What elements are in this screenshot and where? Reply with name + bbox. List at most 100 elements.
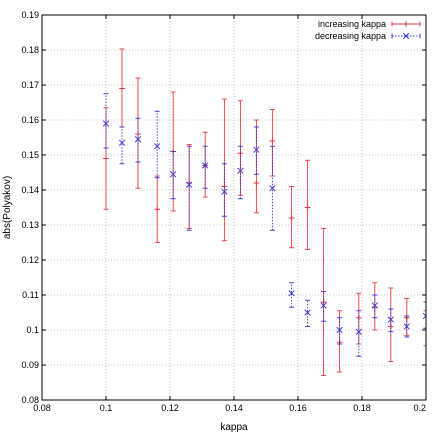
marker-x-b (154, 143, 161, 150)
marker-x-b (170, 171, 177, 178)
error-bar (253, 119, 259, 214)
error-bar (186, 145, 192, 231)
error-bar (372, 294, 378, 319)
y-tick-label: 0.1 (26, 325, 39, 335)
error-bar (170, 151, 176, 200)
error-bar (119, 126, 125, 165)
marker-x-b (403, 323, 410, 330)
marker-x-b (355, 328, 362, 335)
y-tick-label: 0.17 (21, 80, 39, 90)
marker-x-b (202, 162, 209, 169)
data-point-marker (269, 138, 276, 144)
marker-x-b (288, 290, 295, 297)
x-tick-label: 0.1 (100, 403, 113, 413)
data-point-marker (118, 139, 126, 146)
x-axis-title: kappa (220, 422, 248, 433)
marker-x-b (102, 120, 110, 127)
error-bar (253, 126, 259, 175)
data-point-marker (288, 215, 295, 221)
x-tick-label: 0.12 (161, 403, 179, 413)
marker-x-b (422, 315, 426, 320)
x-tick-label: 0.2 (413, 403, 426, 413)
data-point-marker (170, 171, 177, 178)
marker-x-b (253, 146, 260, 153)
marker-x-a (422, 312, 426, 317)
x-tick-label: 0.14 (225, 403, 243, 413)
data-point-marker (355, 328, 362, 335)
data-point-marker (253, 180, 260, 186)
y-tick-label: 0.09 (21, 360, 39, 370)
error-bar (135, 117, 141, 163)
legend-label-increasing-kappa: increasing kappa (318, 19, 386, 29)
data-point-marker (202, 162, 209, 169)
data-point-marker (320, 302, 327, 309)
error-bar (388, 308, 394, 333)
marker-x-b (336, 326, 343, 334)
marker-x-b (269, 185, 276, 192)
y-tick-label: 0.13 (21, 220, 39, 230)
error-bar (237, 145, 243, 200)
data-point-marker (304, 309, 311, 316)
error-bar (337, 317, 343, 345)
marker-x-b (186, 181, 193, 188)
error-bar (356, 310, 362, 357)
marker-x-b (118, 139, 126, 146)
series-layer (102, 48, 426, 376)
y-tick-label: 0.08 (21, 395, 39, 405)
error-bar (103, 93, 109, 149)
data-point-marker (288, 290, 295, 297)
error-bar (321, 291, 327, 322)
marker-x-b (221, 188, 228, 195)
data-point-marker (103, 155, 109, 162)
x-tick-label: 0.16 (289, 403, 307, 413)
y-tick-label: 0.19 (21, 10, 39, 20)
data-point-marker (269, 185, 276, 192)
y-tick-label: 0.15 (21, 150, 39, 160)
y-tick-label: 0.18 (21, 45, 39, 55)
marker-x-b (387, 316, 394, 323)
error-bar (423, 301, 426, 329)
legend-swatch-decreasing-kappa (391, 32, 421, 40)
data-point-marker (304, 204, 311, 211)
data-point-marker (119, 85, 125, 92)
ticks: 0.08 0.1 0.12 0.14 0.16 0.18 0.2 0.08 0.09 0.1 0.1… (21, 10, 427, 413)
error-bar (305, 299, 311, 327)
error-bar (154, 110, 160, 179)
error-bar (221, 163, 227, 217)
data-point-marker (186, 181, 193, 188)
error-bar (202, 145, 208, 189)
legend: increasing kappa decreasing kappa (315, 19, 421, 41)
data-point-marker (253, 146, 260, 153)
marker-x-b (320, 302, 327, 309)
legend-swatch-increasing-kappa (391, 21, 421, 27)
y-axis-title: abs(Polyakov) (2, 176, 13, 239)
x-tick-label: 0.08 (33, 403, 51, 413)
error-bar (423, 310, 426, 347)
legend-marker-x-b (402, 32, 410, 40)
marker-x-b (134, 136, 142, 143)
y-tick-label: 0.12 (21, 255, 39, 265)
y-tick-label: 0.14 (21, 185, 39, 195)
marker-x-b (237, 167, 244, 174)
data-point-marker (422, 312, 426, 320)
x-tick-label: 0.18 (353, 403, 371, 413)
legend-label-decreasing-kappa: decreasing kappa (315, 31, 386, 41)
data-point-marker (336, 326, 343, 334)
series-decreasing-kappa (102, 93, 426, 357)
data-point-marker (403, 323, 410, 330)
marker-x-b (304, 309, 311, 316)
data-point-marker (387, 316, 394, 323)
data-point-marker (221, 188, 228, 195)
data-point-marker (371, 302, 378, 309)
data-point-marker (154, 143, 161, 150)
marker-x-b (371, 302, 378, 309)
data-point-marker (237, 167, 244, 174)
error-bar (289, 282, 295, 308)
y-tick-label: 0.11 (22, 290, 39, 300)
data-point-marker (102, 120, 110, 127)
y-tick-label: 0.16 (21, 115, 39, 125)
data-point-marker (154, 206, 160, 213)
data-point-marker (134, 136, 142, 143)
